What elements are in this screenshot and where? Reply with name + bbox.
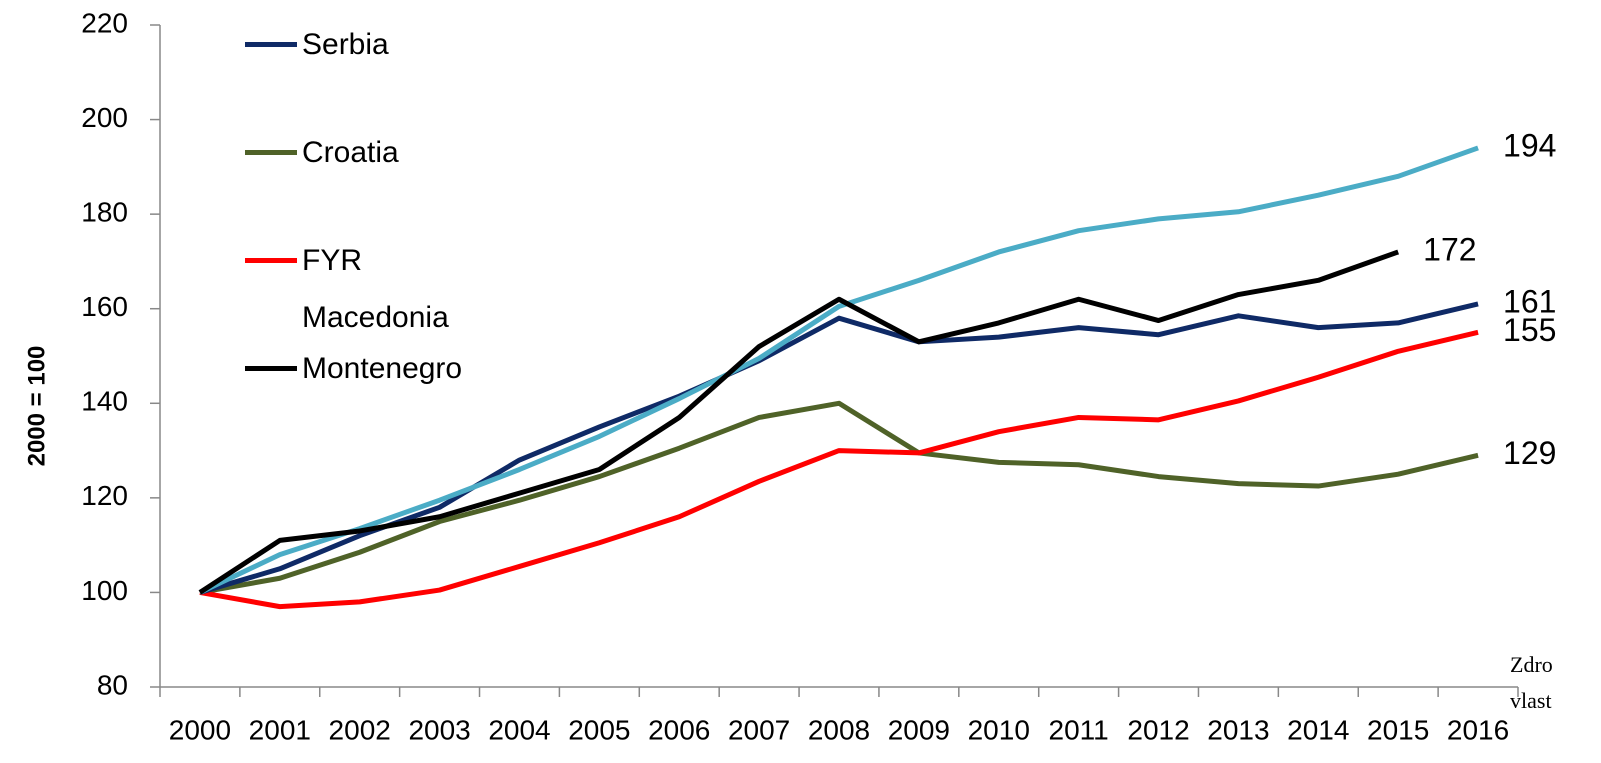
x-tick-label: 2011 [1049,714,1109,745]
end-label: 172 [1423,231,1476,267]
legend-label: Croatia [302,136,399,169]
y-tick-label: 180 [81,197,128,228]
legend-swatch [245,150,297,155]
x-tick-label: 2010 [968,714,1030,745]
legend-swatch [245,42,297,47]
x-tick-label: 2006 [648,714,710,745]
y-tick-label: 120 [81,480,128,511]
x-tick-label: 2009 [888,714,950,745]
end-label: 129 [1503,435,1556,471]
series-line [199,400,1479,595]
x-tick-label: 2004 [488,714,550,745]
x-tick-label: 2013 [1207,714,1269,745]
x-tick-label: 2016 [1447,714,1509,745]
series-line [198,145,1479,595]
x-tick-label: 2008 [808,714,870,745]
source-note: Zdro [1510,652,1553,677]
legend-swatch [245,258,297,263]
legend-label: Serbia [302,28,389,61]
y-tick-label: 140 [81,386,128,417]
x-tick-label: 2002 [329,714,391,745]
x-tick-label: 2000 [169,714,231,745]
y-tick-label: 80 [97,669,128,700]
x-tick-label: 2003 [408,714,470,745]
x-tick-label: 2014 [1287,714,1349,745]
series-line [198,249,1400,595]
y-axis-label: 2000 = 100 [23,346,50,467]
x-tick-label: 2005 [568,714,630,745]
series-line [199,301,1479,595]
legend-swatch [245,366,297,371]
legend-label: Montenegro [302,352,463,385]
x-tick-label: 2012 [1127,714,1189,745]
end-label: 161 [1503,283,1556,319]
y-tick-label: 160 [81,291,128,322]
legend-label: FYR Macedonia [302,244,449,334]
x-tick-label: 2001 [249,714,311,745]
y-tick-label: 200 [81,102,128,133]
x-tick-label: 2007 [728,714,790,745]
y-tick-label: 220 [81,7,128,38]
y-tick-label: 100 [81,575,128,606]
end-label: 155 [1503,312,1556,348]
source-note: vlast [1510,688,1552,713]
x-tick-label: 2015 [1367,714,1429,745]
end-label: 194 [1503,127,1556,163]
series-line [199,329,1479,610]
